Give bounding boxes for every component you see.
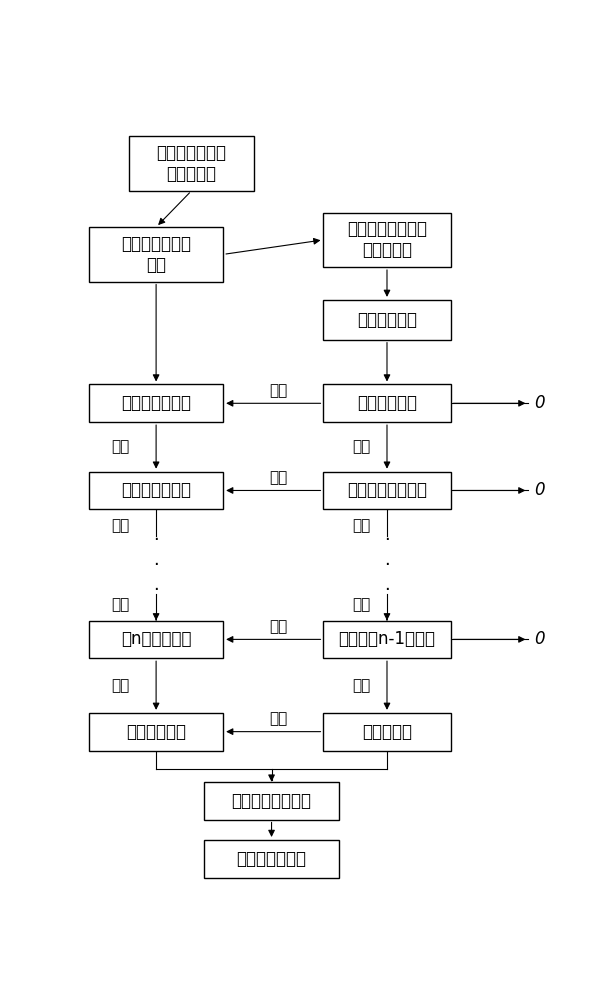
Bar (323, 620, 451, 658)
Text: 微分: 微分 (112, 678, 130, 693)
Bar (323, 472, 451, 509)
Text: 0: 0 (534, 481, 545, 499)
Text: 有限时间反演设计: 有限时间反演设计 (232, 792, 311, 810)
Text: 设计滑动变量: 设计滑动变量 (357, 311, 417, 329)
Text: 满足: 满足 (269, 383, 287, 398)
Bar (204, 782, 339, 820)
Text: 第n个终端约束: 第n个终端约束 (121, 630, 192, 648)
Text: 第二个终端约束: 第二个终端约束 (121, 481, 191, 499)
Text: 微分: 微分 (112, 439, 130, 454)
Bar (323, 713, 451, 751)
Text: 滑动变量n-1阶导数: 滑动变量n-1阶导数 (339, 630, 435, 648)
Text: 求导: 求导 (352, 597, 370, 612)
Text: 确定设计的反演滑
模控制阶数: 确定设计的反演滑 模控制阶数 (347, 220, 427, 259)
Text: 满足: 满足 (269, 619, 287, 634)
Bar (323, 213, 451, 267)
Text: 有限时间到达的
未制导问题: 有限时间到达的 未制导问题 (156, 144, 226, 183)
Text: 微分: 微分 (112, 597, 130, 612)
Bar (204, 840, 339, 878)
Text: 求导: 求导 (352, 439, 370, 454)
Text: 0: 0 (534, 630, 545, 648)
Text: 满足: 满足 (269, 470, 287, 485)
Bar (323, 300, 451, 340)
Bar (129, 136, 254, 191)
Text: ·
·
·: · · · (384, 531, 390, 599)
Text: 整个系统制导律: 整个系统制导律 (237, 850, 306, 868)
Text: 滑动变量一阶导数: 滑动变量一阶导数 (347, 481, 427, 499)
Text: 包含控制指令: 包含控制指令 (126, 723, 186, 741)
Text: 0: 0 (534, 394, 545, 412)
Text: 得到: 得到 (269, 711, 287, 726)
Text: 求导: 求导 (352, 518, 370, 533)
Bar (323, 384, 451, 422)
Bar (89, 472, 223, 509)
Bar (89, 227, 223, 282)
Bar (89, 620, 223, 658)
Text: 第一个终端约束: 第一个终端约束 (121, 394, 191, 412)
Text: 求导: 求导 (352, 678, 370, 693)
Bar (89, 384, 223, 422)
Text: 滑动变量零阶: 滑动变量零阶 (357, 394, 417, 412)
Text: ·
·
·: · · · (153, 531, 159, 599)
Bar (89, 713, 223, 751)
Text: 微分: 微分 (112, 518, 130, 533)
Text: 出现控制项: 出现控制项 (362, 723, 412, 741)
Text: 分析终端约束及
个数: 分析终端约束及 个数 (121, 235, 191, 274)
